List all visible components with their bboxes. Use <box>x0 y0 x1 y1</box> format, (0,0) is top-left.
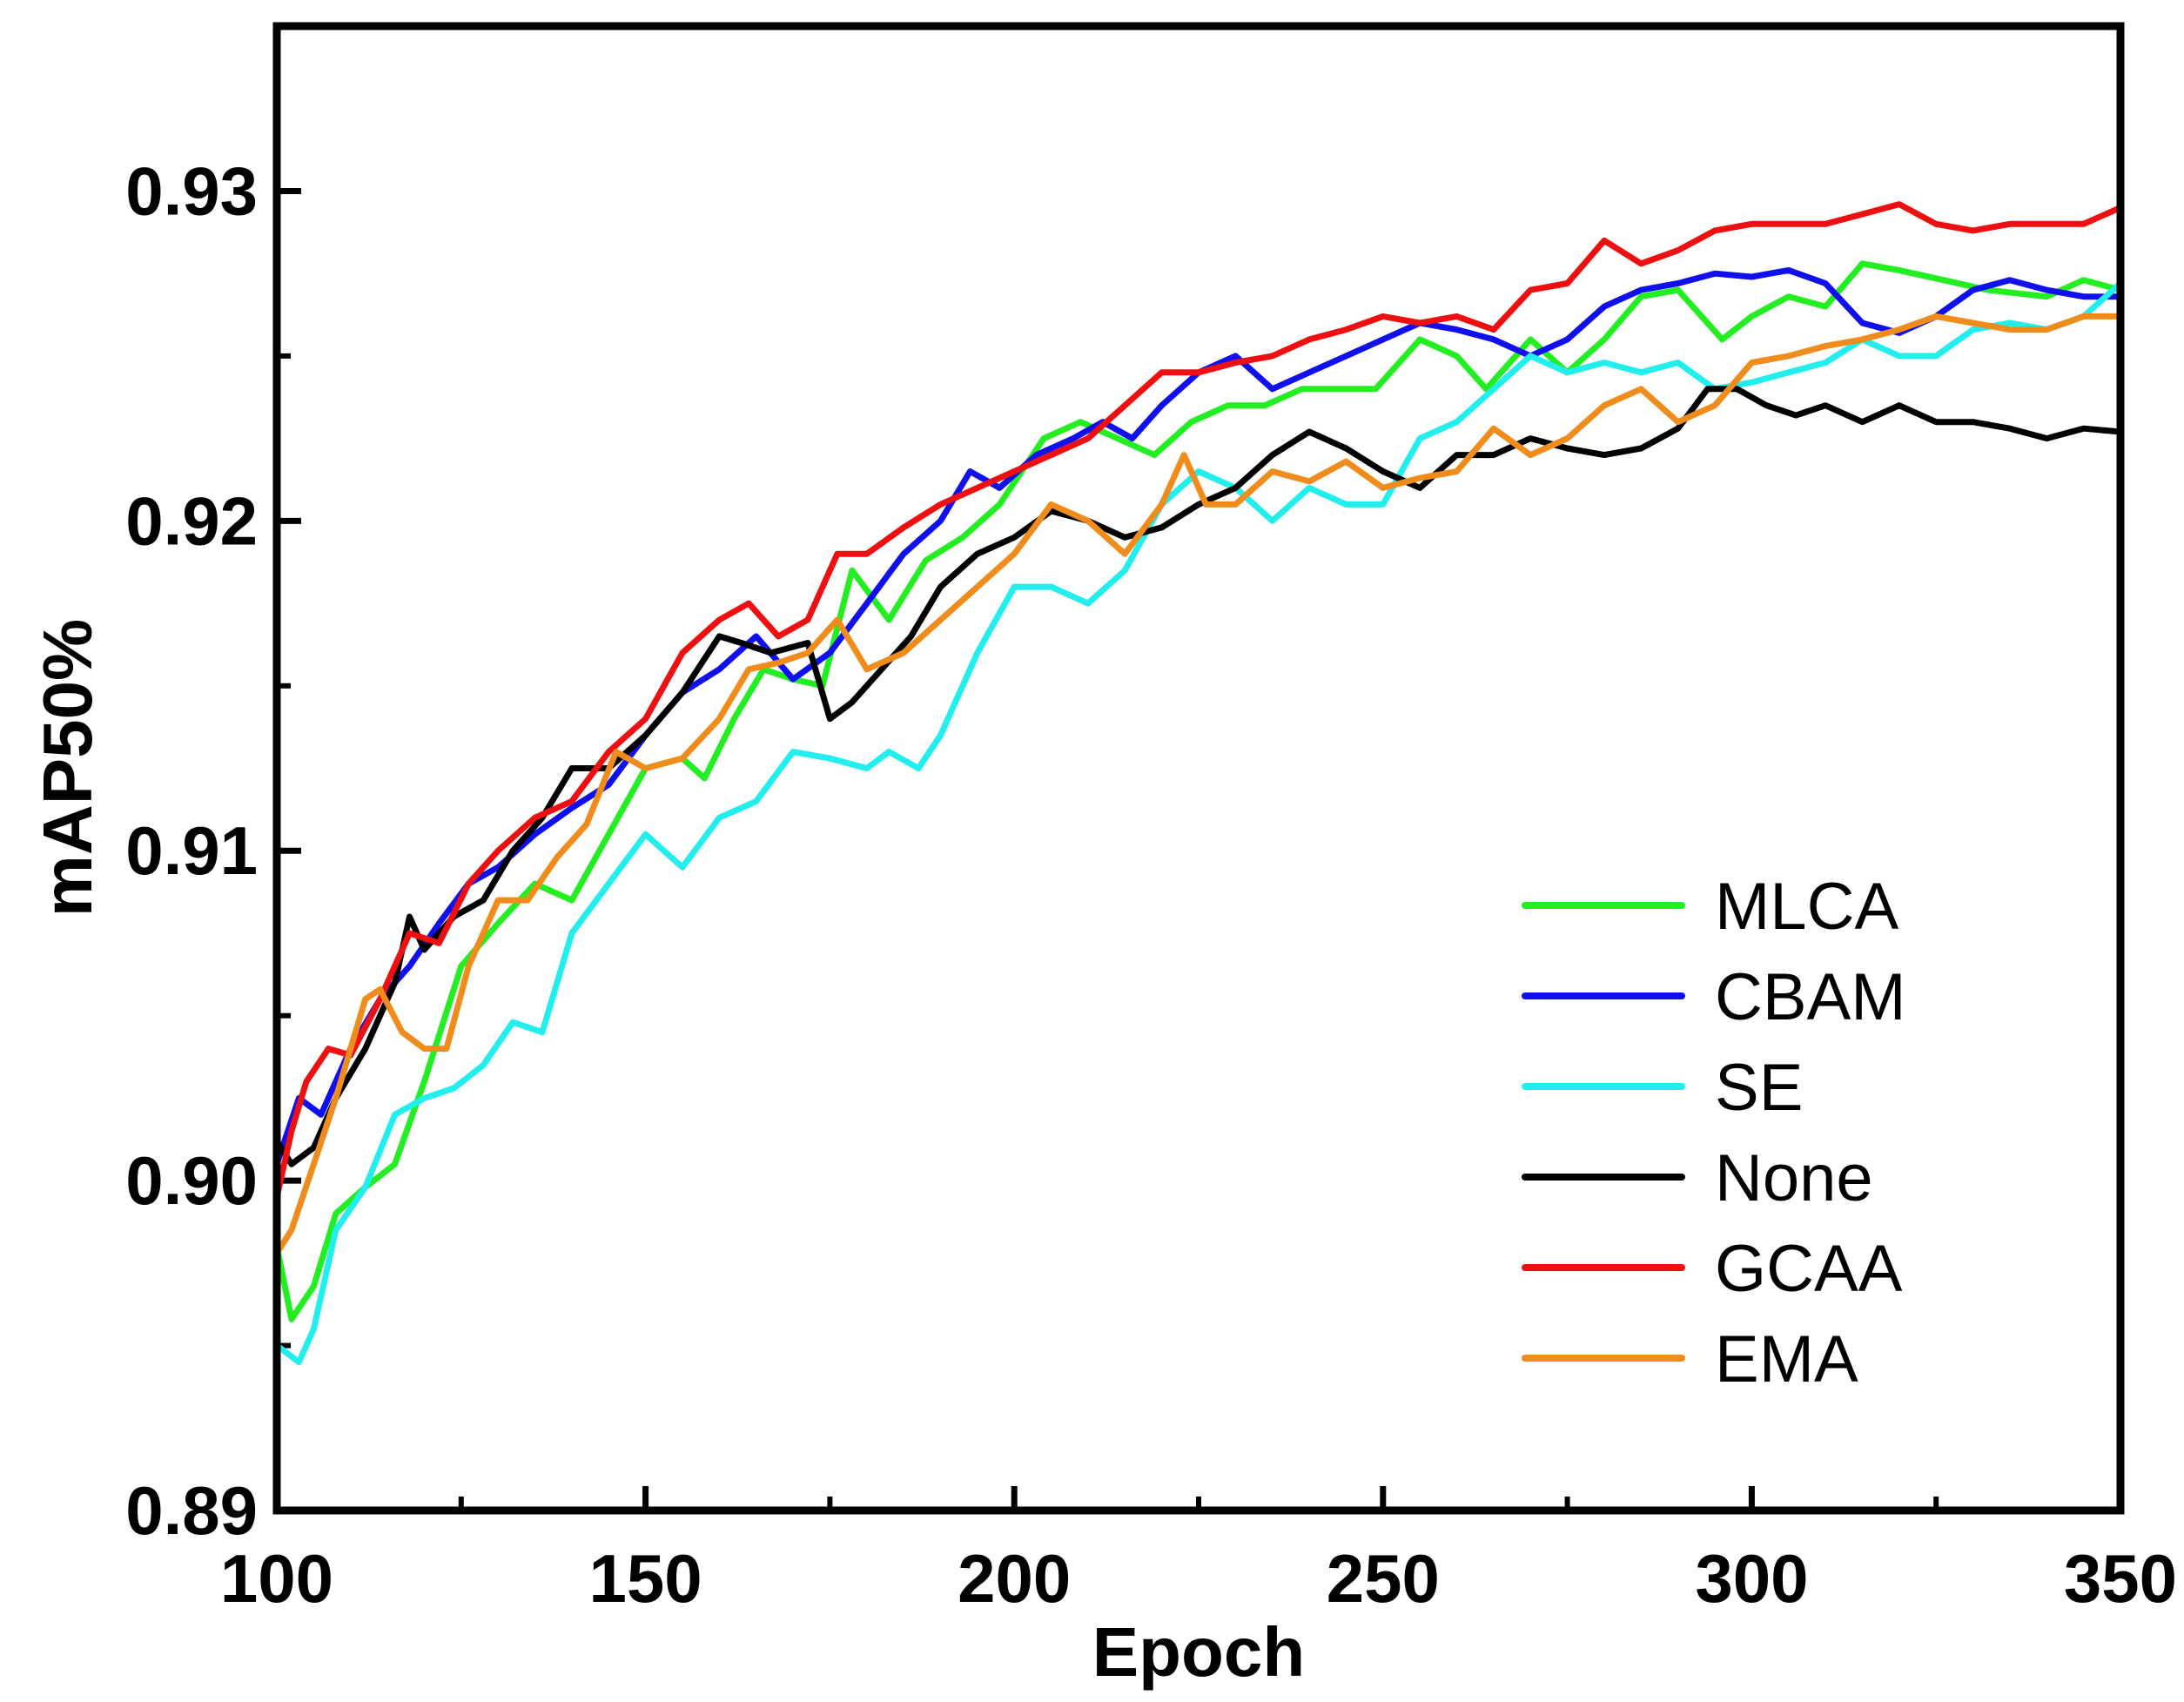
x-tick-label: 200 <box>958 1540 1071 1617</box>
series-line-mlca <box>273 260 2124 1322</box>
legend-label-se: SE <box>1715 1051 1803 1125</box>
x-tick-label: 100 <box>220 1540 333 1617</box>
y-tick-label: 0.89 <box>125 1472 258 1549</box>
y-axis-title: mAP50% <box>29 619 106 917</box>
series-line-none <box>273 386 2124 1167</box>
legend-label-mlca: MLCA <box>1715 870 1898 944</box>
series-line-gcaa <box>273 201 2124 1201</box>
series-line-se <box>273 280 2124 1365</box>
x-tick-label: 150 <box>589 1540 702 1617</box>
legend-label-none: None <box>1715 1141 1873 1215</box>
series-line-ema <box>273 313 2124 1256</box>
legend-label-cbam: CBAM <box>1715 960 1906 1034</box>
legend-label-gcaa: GCAA <box>1715 1232 1903 1306</box>
x-axis-title: Epoch <box>1092 1613 1305 1691</box>
plot-frame <box>272 22 2125 1515</box>
tick-marks <box>273 187 2124 1514</box>
series-lines <box>273 201 2124 1365</box>
tick-labels: 100 150 200 250 300 350 0.89 0.90 0.91 0.92 0.93 <box>125 152 2177 1617</box>
x-tick-label: 350 <box>2064 1540 2177 1617</box>
series-line-cbam <box>273 266 2124 1167</box>
y-tick-label: 0.92 <box>125 482 258 559</box>
y-tick-label: 0.93 <box>125 152 258 229</box>
legend-label-ema: EMA <box>1715 1322 1858 1396</box>
x-tick-label: 250 <box>1327 1540 1440 1617</box>
legend: MLCA CBAM SE None GCAA EMA <box>1522 870 1906 1396</box>
x-tick-label: 300 <box>1695 1540 1808 1617</box>
y-tick-label: 0.91 <box>125 812 258 889</box>
y-tick-label: 0.90 <box>125 1142 258 1219</box>
